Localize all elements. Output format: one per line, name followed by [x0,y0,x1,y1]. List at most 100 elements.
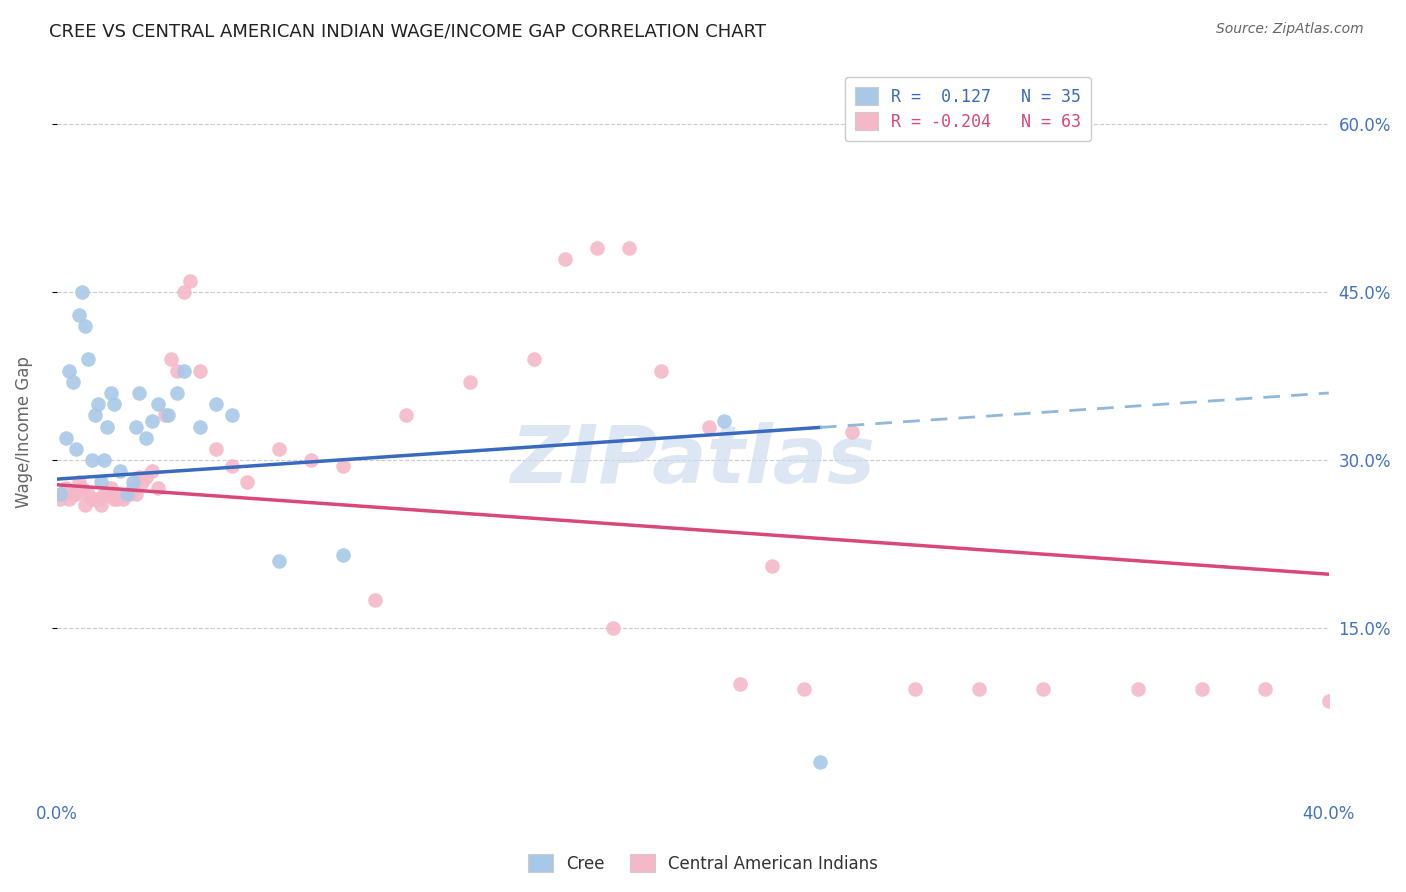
Point [160,352,183,367]
Point [58,492,80,507]
Point [650,363,672,377]
Point [83,492,105,507]
Point [93,453,115,467]
Point [67,475,90,490]
Point [115,486,138,500]
Point [87,492,110,507]
Point [103,492,125,507]
Point [125,486,148,500]
Point [90,475,112,490]
Point [87,397,110,411]
Point [70,285,93,300]
Point [110,464,132,478]
Point [967,682,990,697]
Point [188,363,211,377]
Point [697,419,720,434]
Point [841,425,863,439]
Point [52,486,75,500]
Point [204,397,226,411]
Point [55,431,77,445]
Point [96,419,118,434]
Point [269,442,291,456]
Legend: Cree, Central American Indians: Cree, Central American Indians [522,847,884,880]
Point [65,486,87,500]
Point [1317,693,1340,707]
Point [188,419,211,434]
Point [173,285,195,300]
Legend: R =  0.127   N = 35, R = -0.204   N = 63: R = 0.127 N = 35, R = -0.204 N = 63 [845,77,1091,141]
Point [70,481,93,495]
Y-axis label: Wage/Income Gap: Wage/Income Gap [15,356,32,508]
Point [122,475,145,490]
Point [156,409,179,423]
Point [1031,682,1053,697]
Point [90,498,112,512]
Point [62,486,84,500]
Point [118,486,141,500]
Point [105,492,128,507]
Point [602,621,624,635]
Point [122,481,145,495]
Point [554,252,576,266]
Point [93,486,115,500]
Point [77,486,100,500]
Point [458,375,481,389]
Point [1254,682,1277,697]
Point [332,458,354,473]
Point [112,492,135,507]
Point [586,241,609,255]
Point [128,386,150,401]
Point [80,492,103,507]
Point [100,386,122,401]
Point [1191,682,1213,697]
Point [166,386,188,401]
Point [49,486,72,500]
Point [153,409,176,423]
Point [55,481,77,495]
Point [75,498,97,512]
Point [65,442,87,456]
Point [100,481,122,495]
Point [83,409,105,423]
Point [523,352,546,367]
Point [730,677,752,691]
Point [173,363,195,377]
Point [77,352,100,367]
Point [80,453,103,467]
Point [179,274,201,288]
Point [110,486,132,500]
Point [904,682,927,697]
Point [125,419,148,434]
Point [395,409,418,423]
Text: CREE VS CENTRAL AMERICAN INDIAN WAGE/INCOME GAP CORRELATION CHART: CREE VS CENTRAL AMERICAN INDIAN WAGE/INC… [49,22,766,40]
Point [148,481,170,495]
Point [148,397,170,411]
Point [793,682,815,697]
Point [236,475,259,490]
Point [135,470,157,484]
Point [617,241,640,255]
Point [128,470,150,484]
Point [58,363,80,377]
Point [96,486,118,500]
Point [131,475,153,490]
Point [75,318,97,333]
Point [1126,682,1149,697]
Point [67,308,90,322]
Point [808,755,831,769]
Point [166,363,188,377]
Text: Source: ZipAtlas.com: Source: ZipAtlas.com [1216,22,1364,37]
Point [62,375,84,389]
Point [221,458,243,473]
Point [135,431,157,445]
Point [49,492,72,507]
Point [115,486,138,500]
Point [299,453,322,467]
Point [332,548,354,562]
Point [141,464,163,478]
Point [269,554,291,568]
Point [713,414,735,428]
Text: ZIPatlas: ZIPatlas [510,422,875,500]
Point [103,397,125,411]
Point [221,409,243,423]
